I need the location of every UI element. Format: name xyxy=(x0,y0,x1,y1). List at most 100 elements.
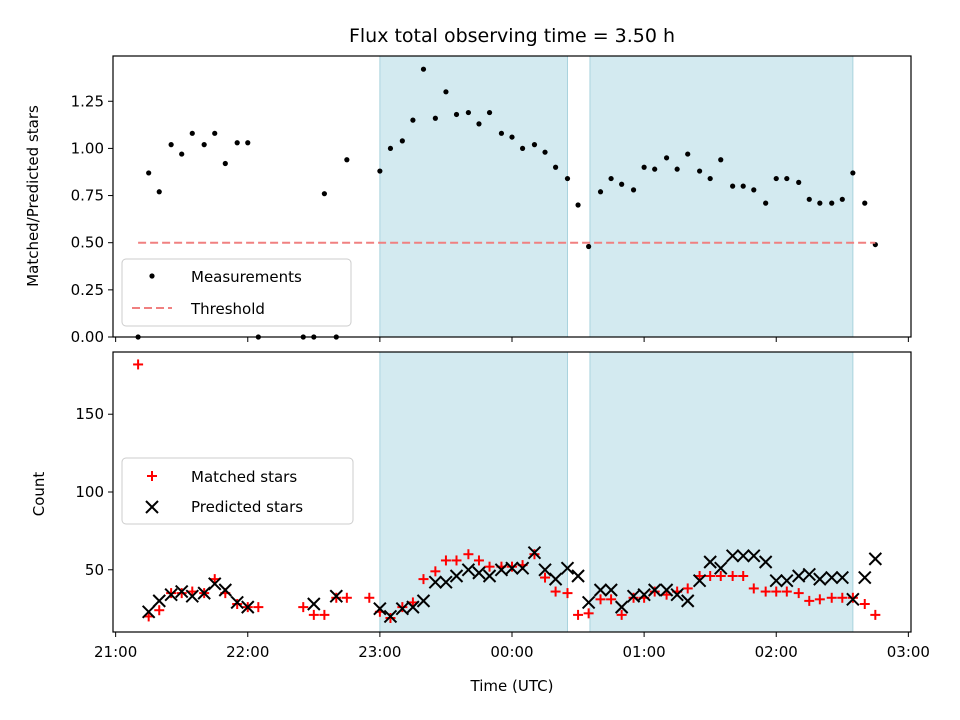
measurement-point xyxy=(201,142,207,148)
legend-label-predicted-stars: Predicted stars xyxy=(191,498,303,516)
matched-stars-point xyxy=(793,588,804,599)
predicted-stars-point xyxy=(241,600,255,614)
measurement-point xyxy=(453,111,460,118)
predicted-stars-point xyxy=(825,570,839,585)
predicted-stars-point xyxy=(395,601,410,616)
matched-stars-point xyxy=(870,609,881,620)
measurement-point xyxy=(829,200,835,206)
predicted-stars-point xyxy=(515,561,530,575)
y-tick-label: 100 xyxy=(75,483,104,501)
matched-stars-point xyxy=(440,555,451,566)
predicted-stars-point xyxy=(406,600,420,614)
matched-stars-point xyxy=(748,583,759,594)
legend-marker-predicted-stars xyxy=(145,500,159,514)
measurement-point xyxy=(796,179,802,185)
matched-stars-point xyxy=(319,609,330,620)
legend-box xyxy=(121,258,352,327)
measurement-point xyxy=(146,170,152,176)
predicted-stars-point xyxy=(659,583,674,597)
predicted-stars-point xyxy=(637,587,651,602)
measurement-point xyxy=(443,89,449,95)
measurement-point xyxy=(542,149,548,155)
shaded-regions xyxy=(379,351,854,633)
matched-stars-point xyxy=(837,592,848,603)
measurement-point xyxy=(399,138,405,144)
measurement-point xyxy=(806,196,812,202)
matched-stars-point xyxy=(682,583,693,594)
measurement-point xyxy=(630,187,637,193)
measurement-point xyxy=(740,183,746,189)
matched-stars-point xyxy=(232,599,243,609)
y-tick-label: 0.50 xyxy=(71,234,104,252)
measurement-point xyxy=(179,151,185,157)
x-tick-label: 23:00 xyxy=(358,643,401,661)
legend-label-measurements: Measurements xyxy=(191,268,302,286)
predicted-stars-point xyxy=(461,563,476,577)
measurement-point xyxy=(730,183,736,189)
predicted-stars-point xyxy=(581,595,596,610)
predicted-stars-point xyxy=(670,587,684,602)
matched-stars-point xyxy=(166,588,177,599)
measurement-point xyxy=(519,145,526,152)
predicted-stars-point xyxy=(593,583,608,597)
predicted-stars-point xyxy=(152,594,166,608)
matched-stars-point xyxy=(727,571,738,581)
x-axis-ticks: 21:00 22:00 23:00 00:00 01:00 02:00 03:00 xyxy=(94,632,930,661)
measurement-point xyxy=(552,164,559,170)
x-tick-label: 02:00 xyxy=(755,643,798,661)
matched-stars-point xyxy=(826,592,837,603)
measurement-point xyxy=(817,200,823,206)
legend-label-matched-stars: Matched stars xyxy=(191,468,297,486)
y-axis-ticks: 50 100 150 xyxy=(75,405,113,579)
y-tick-label: 1.00 xyxy=(71,139,104,157)
shaded-region xyxy=(379,351,568,633)
measurement-point xyxy=(597,189,604,195)
predicted-stars-point xyxy=(208,577,222,591)
matched-stars-point xyxy=(385,613,396,623)
measurement-point xyxy=(476,121,482,127)
plot-data xyxy=(135,66,878,340)
matched-stars-point xyxy=(573,609,584,620)
predicted-stars-point xyxy=(769,573,783,588)
measurement-point xyxy=(751,187,757,193)
x-tick-label: 00:00 xyxy=(490,643,533,661)
legend-marker-matched-stars xyxy=(147,471,157,481)
matched-stars-point xyxy=(529,549,540,560)
x-tick-label: 22:00 xyxy=(226,643,269,661)
y-axis-label: Matched/Predicted stars xyxy=(24,105,42,287)
matched-stars-point xyxy=(154,605,165,616)
measurement-point xyxy=(432,115,438,121)
matched-stars-point xyxy=(771,586,782,597)
measurement-point xyxy=(663,155,670,161)
measurement-point xyxy=(344,157,350,163)
predicted-stars-point xyxy=(230,595,244,610)
measurement-point xyxy=(486,109,493,116)
measurement-point xyxy=(212,130,218,136)
measurement-point xyxy=(222,160,228,167)
predicted-stars-point xyxy=(373,601,387,616)
predicted-stars-point xyxy=(329,589,343,603)
matched-stars-point xyxy=(583,608,594,619)
predicted-stars-point xyxy=(416,594,431,608)
predicted-stars-point xyxy=(614,600,629,614)
measurement-point xyxy=(685,151,691,157)
measurement-point xyxy=(697,168,703,174)
measurement-point xyxy=(564,175,571,182)
measurement-point xyxy=(387,145,394,152)
x-axis-label: Time (UTC) xyxy=(470,677,554,695)
matched-stars-point xyxy=(484,561,495,572)
matched-stars-point xyxy=(738,571,749,581)
measurement-point xyxy=(189,130,195,136)
measurement-point xyxy=(586,243,592,250)
measurement-point xyxy=(707,175,713,182)
matched-stars-point xyxy=(616,609,627,620)
matched-stars-point xyxy=(859,599,870,609)
measurement-point xyxy=(321,191,327,197)
x-tick-label: 03:00 xyxy=(887,643,930,661)
predicted-stars-point xyxy=(307,597,321,611)
predicted-stars-point xyxy=(472,566,486,580)
y-tick-label: 0.75 xyxy=(71,187,104,205)
x-tick-label: 01:00 xyxy=(623,643,666,661)
predicted-stars-point xyxy=(802,567,816,582)
